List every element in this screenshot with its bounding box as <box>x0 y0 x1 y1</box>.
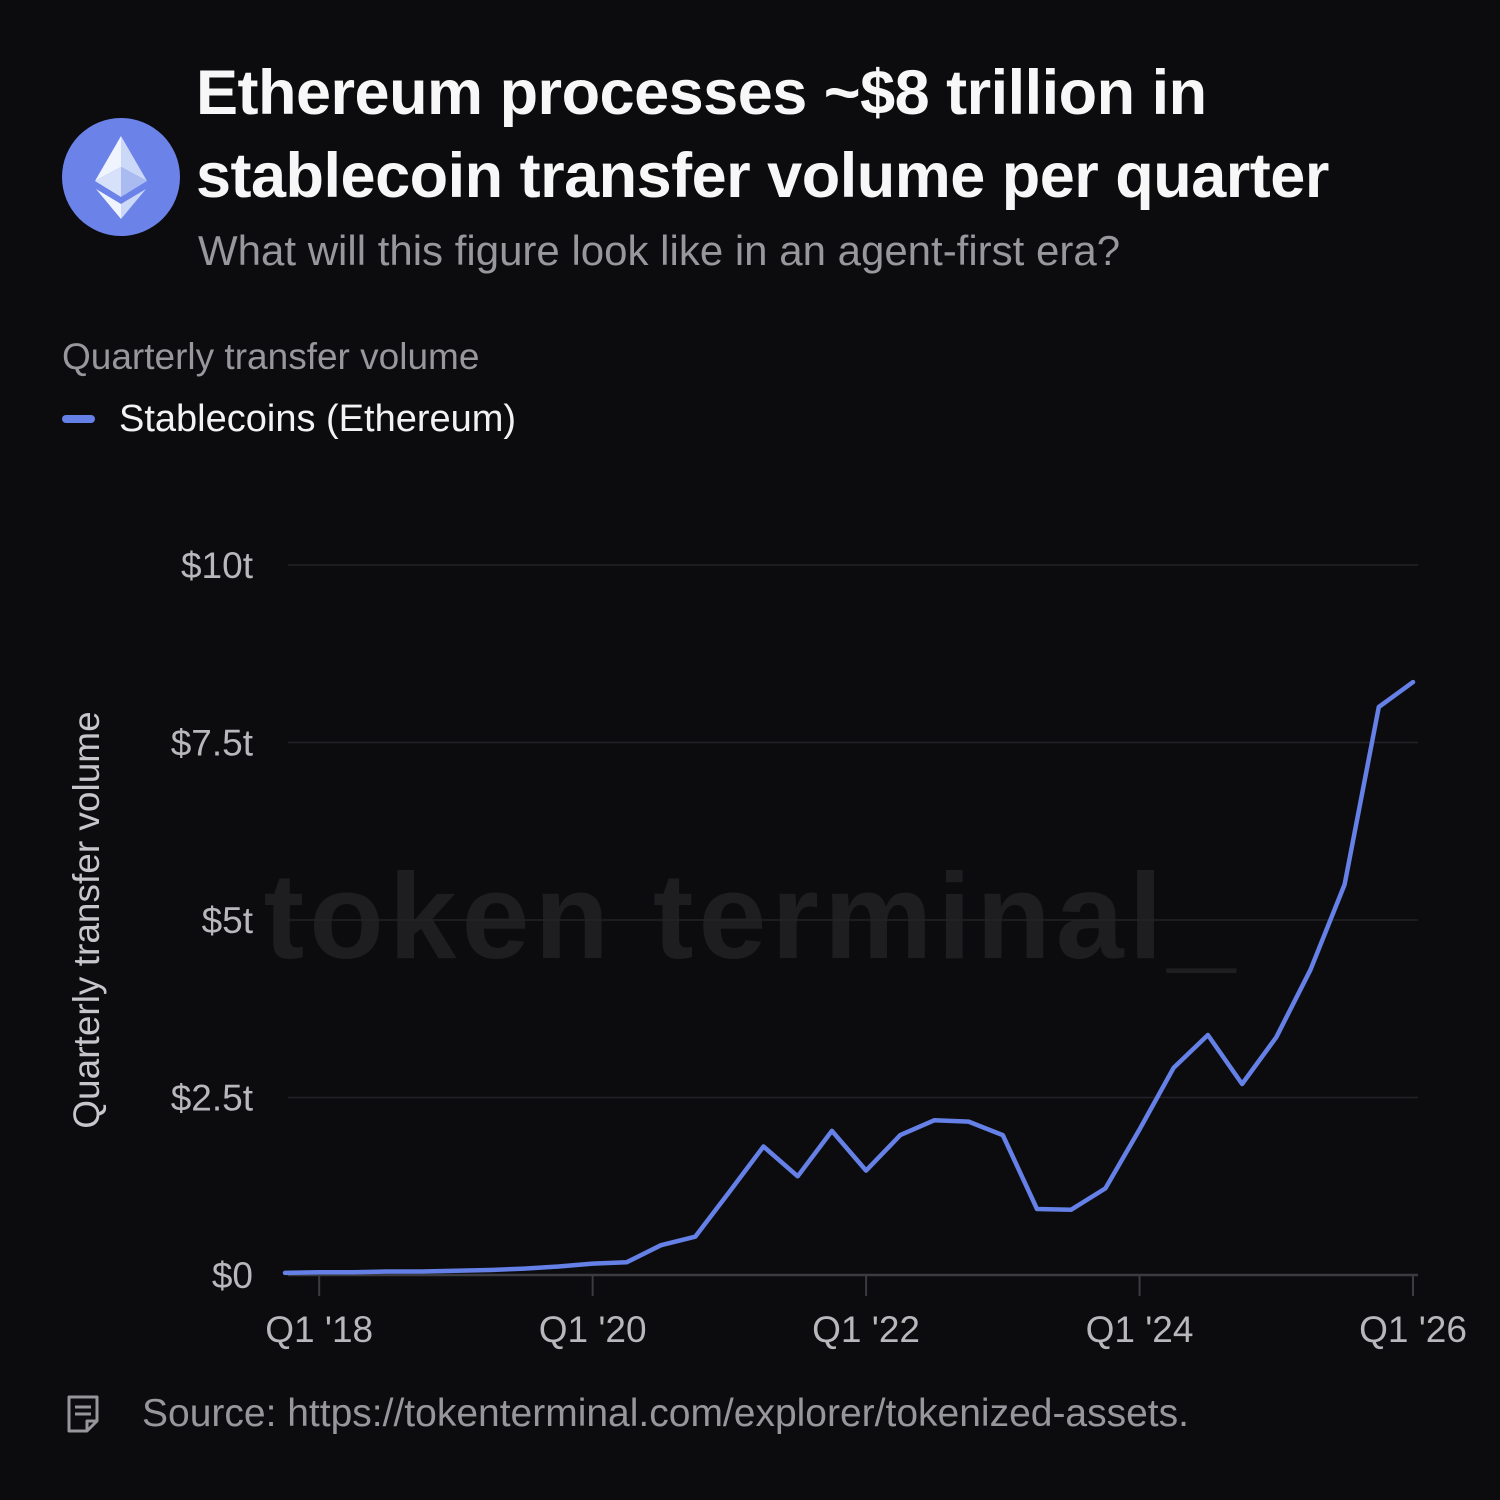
page-title: Ethereum processes ~$8 trillion in stabl… <box>196 58 1329 211</box>
x-tick-label: Q1 '20 <box>539 1309 647 1350</box>
token-terminal-watermark: token terminal_ <box>264 848 1241 984</box>
ethereum-diamond-icon <box>95 136 147 219</box>
source-text: Source: https://tokenterminal.com/explor… <box>142 1392 1189 1435</box>
y-tick-label: $10t <box>181 545 254 586</box>
source-row: Source: https://tokenterminal.com/explor… <box>64 1392 1189 1436</box>
legend-dash-icon <box>62 415 95 423</box>
ethereum-logo <box>62 118 180 236</box>
x-tick-label: Q1 '24 <box>1086 1309 1194 1350</box>
series-line-stablecoins-ethereum <box>282 679 1416 1276</box>
x-tick-label: Q1 '26 <box>1359 1309 1467 1350</box>
y-tick-label: $7.5t <box>171 723 254 764</box>
transfer-volume-chart: token terminal_ $0 $2.5t $5t $7.5t $10t Q1 '18… <box>66 545 1467 1350</box>
x-tick-label: Q1 '22 <box>812 1309 920 1350</box>
page-subtitle: What will this figure look like in an ag… <box>198 227 1121 274</box>
y-axis-title: Quarterly transfer volume <box>66 711 107 1128</box>
y-tick-label: $2.5t <box>171 1078 254 1119</box>
chart-context-label: Quarterly transfer volume <box>62 336 480 377</box>
x-tick-label: Q1 '18 <box>265 1309 373 1350</box>
chart-area: token terminal_ $0 $2.5t $5t $7.5t $10t Q1 '18… <box>0 500 1500 1410</box>
legend: Stablecoins (Ethereum) <box>62 397 517 440</box>
memo-icon <box>67 1395 99 1433</box>
y-tick-label: $5t <box>202 900 254 941</box>
legend-series-label: Stablecoins (Ethereum) <box>119 397 517 440</box>
y-tick-label: $0 <box>212 1255 253 1296</box>
